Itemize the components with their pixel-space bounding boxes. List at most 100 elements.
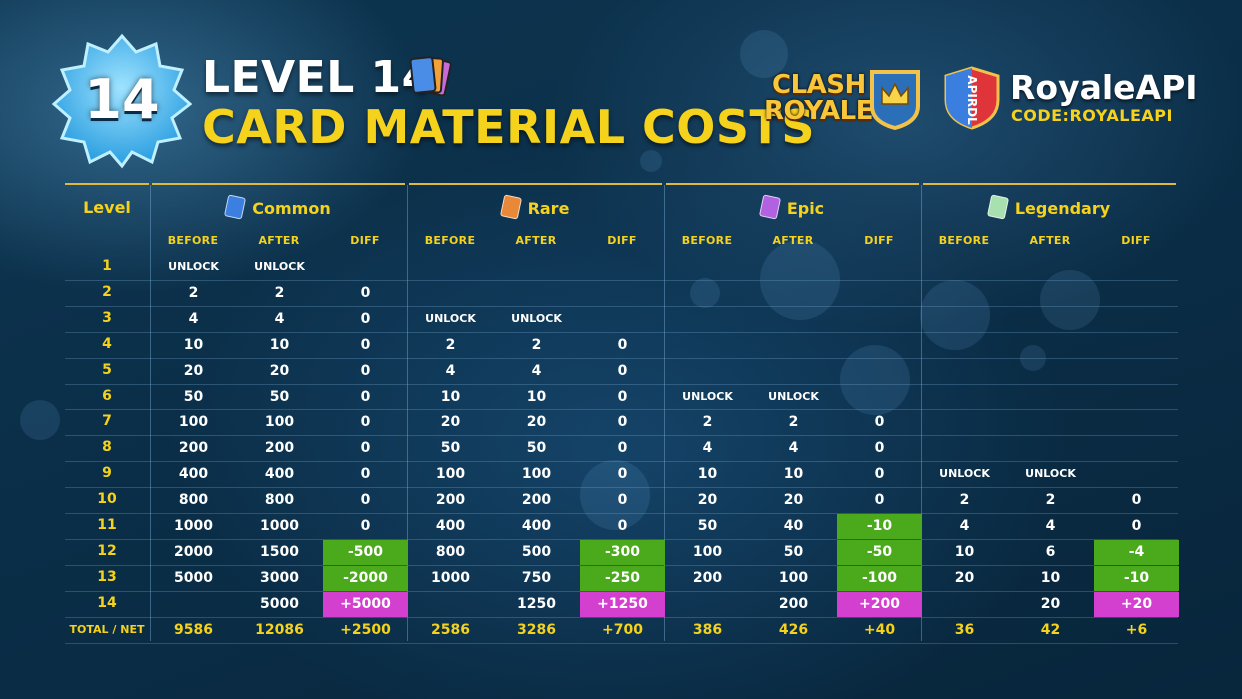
total-label: TOTAL / NET [69,622,145,636]
row-divider [65,461,1178,463]
level-number: 1 [102,258,112,274]
sub-header-diff: DIFF [607,234,637,247]
diff-value: 0 [617,440,628,457]
header-divider [65,183,149,185]
after-value: UNLOCK [768,389,819,403]
rarity-header-legendary: Legendary [921,194,1178,220]
after-value: 400 [521,518,552,534]
diff-value: -10 [837,514,922,539]
after-value: UNLOCK [511,311,562,325]
diff-value: 0 [360,466,371,483]
bokeh-decoration [640,150,662,172]
header-divider [409,183,662,185]
before-value: 4 [188,310,199,327]
diff-value: +5000 [323,591,408,617]
before-value: 100 [435,466,466,483]
sub-header-after: AFTER [772,234,814,247]
total-before-value: 36 [954,621,975,638]
before-value: 400 [435,518,466,534]
diff-value: 0 [617,466,628,483]
after-value: 10 [526,388,547,405]
row-divider [65,590,1178,592]
before-value: 100 [178,414,209,431]
before-value: 4 [445,362,456,379]
header-divider [923,183,1176,185]
before-value: 2 [959,492,970,509]
page-title-line2: CARD MATERIAL COSTS [202,100,816,154]
row-divider [65,383,1178,385]
before-value: 100 [692,543,723,560]
diff-value: 0 [617,336,628,353]
royaleapi-shield-icon: APIRDL [944,66,1000,130]
bokeh-decoration [580,460,650,530]
row-divider [65,279,1178,281]
diff-value: -100 [837,565,922,591]
cards-stack-icon [409,56,452,97]
total-after-value: 42 [1040,621,1061,638]
after-value: 3000 [260,569,299,586]
row-divider [65,538,1178,540]
level-number: 14 [97,594,117,611]
diff-value: 0 [360,388,371,405]
after-value: UNLOCK [254,260,305,273]
after-value: 20 [783,492,804,509]
column-divider [921,185,922,641]
after-value: 40 [783,518,804,534]
before-value: 2 [188,284,199,301]
total-after-value: 3286 [517,621,556,638]
royaleapi-name: RoyaleAPI [1010,68,1198,107]
sub-header-after: AFTER [1029,234,1071,247]
after-value: 100 [778,569,809,586]
bokeh-decoration [760,240,840,320]
diff-value: -50 [837,539,922,565]
level-number: 3 [102,309,112,326]
common-card-icon [224,194,247,220]
after-value: 5000 [260,595,299,612]
row-divider [65,409,1178,411]
badge-level-number: 14 [84,68,160,131]
after-value: 100 [264,414,295,431]
after-value: 10 [783,466,804,483]
clash-royale-logo: CLASH ROYALE [764,66,924,130]
after-value: 500 [521,543,552,560]
bokeh-decoration [1020,345,1046,371]
after-value: 2 [1045,492,1056,509]
total-before-value: 2586 [431,621,470,638]
sub-header-before: BEFORE [938,234,990,247]
total-diff-value: +6 [1125,621,1148,638]
before-value: 200 [435,492,466,509]
level-number: 11 [97,517,117,533]
column-divider [150,185,151,641]
before-value: 200 [178,440,209,457]
rarity-header-epic: Epic [664,194,921,220]
diff-value: 0 [874,466,885,483]
after-value: 4 [274,310,285,327]
level-number: 13 [97,568,117,585]
total-diff-value: +40 [863,621,896,638]
clash-logo-word1: CLASH [772,70,866,100]
diff-value: 0 [360,310,371,327]
level-number: 6 [102,387,112,404]
total-before-value: 386 [692,621,723,638]
before-value: 4 [959,518,970,534]
clash-logo-word2: ROYALE [764,96,874,126]
epic-card-icon [758,194,781,220]
after-value: 10 [269,336,290,353]
before-value: 20 [697,492,718,509]
total-before-value: 9586 [174,621,213,638]
diff-value: 0 [360,362,371,379]
after-value: 1000 [260,518,299,534]
before-value: 10 [183,336,204,353]
after-value: 4 [1045,518,1056,534]
after-value: 1500 [260,543,299,560]
rarity-header-common: Common [150,194,407,220]
after-value: 750 [521,569,552,586]
before-value: 400 [178,466,209,483]
api-shield-text: APIRDL [965,75,979,125]
row-divider [65,435,1178,437]
before-value: 1000 [174,518,213,534]
before-value: 5000 [174,569,213,586]
row-divider [65,331,1178,333]
diff-value: 0 [874,492,885,509]
